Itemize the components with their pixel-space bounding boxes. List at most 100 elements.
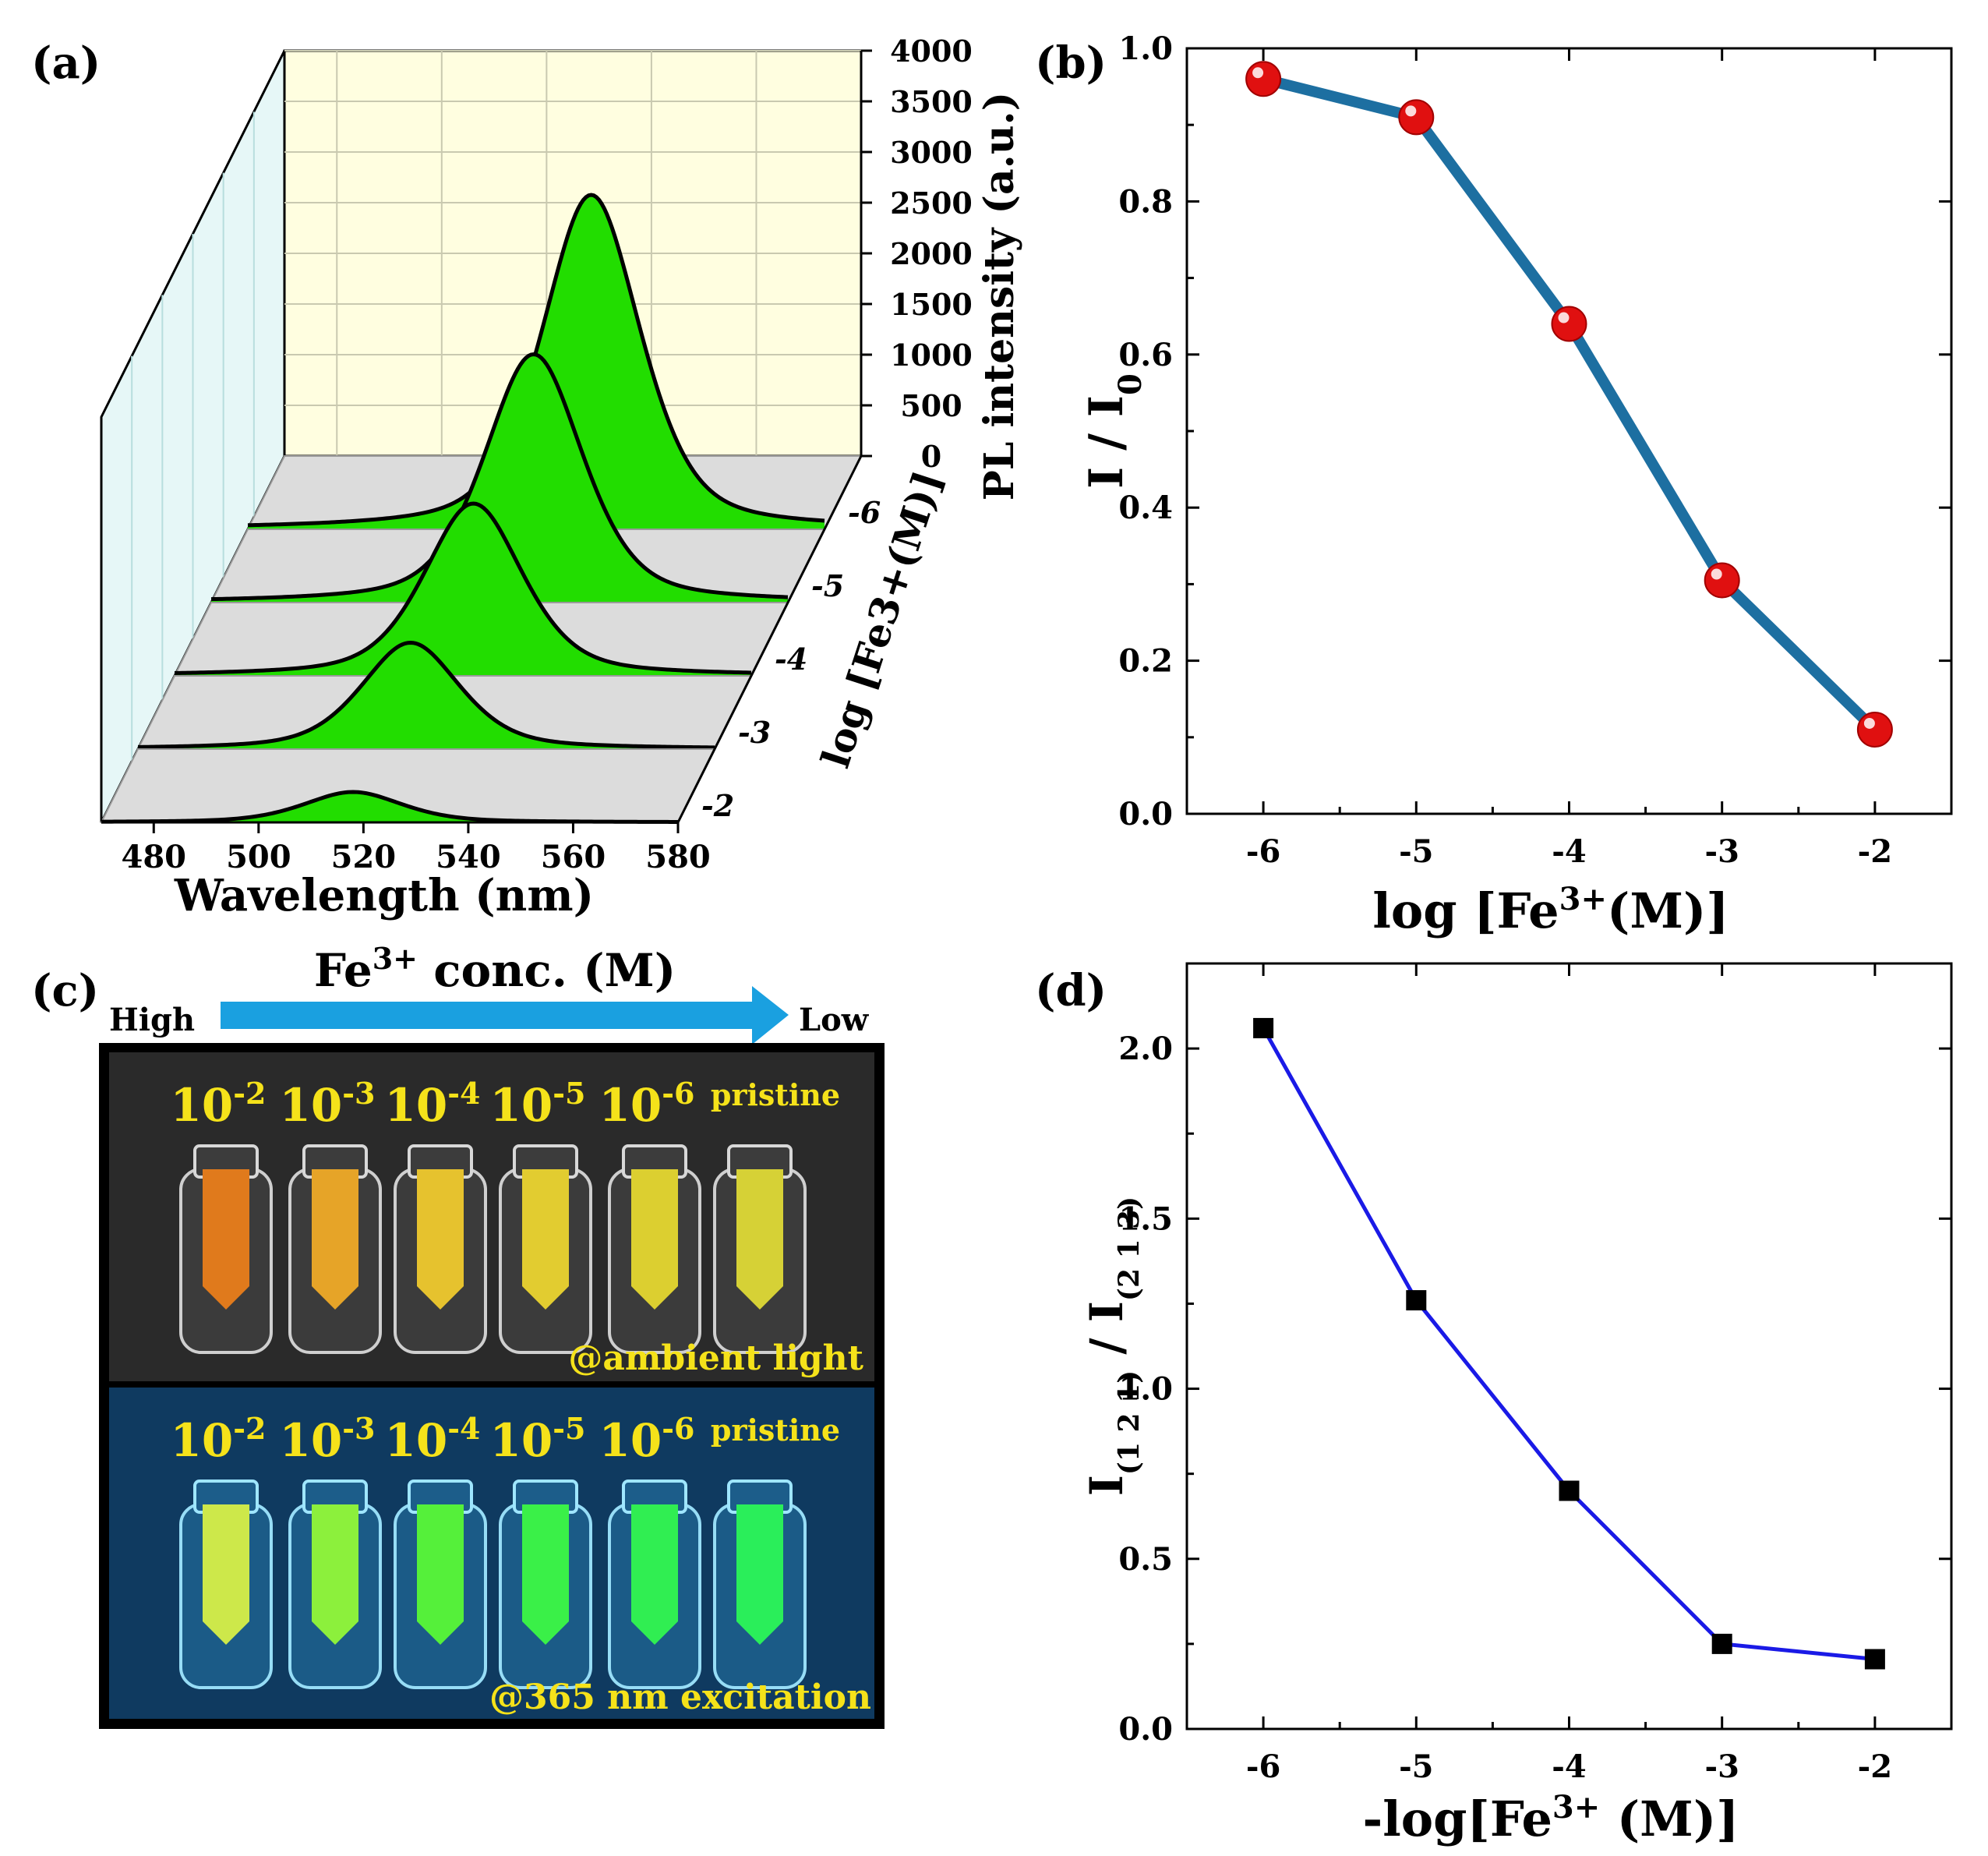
panel-d: (d) -6 -5 -4 -3 -2 0.0 0.5 1.0 1.5 2.0 I(1 2 1) /…	[1035, 962, 1953, 1848]
vial-liquid	[631, 1169, 678, 1310]
panel-label-b: (b)	[1035, 37, 1107, 89]
plot-frame-d	[1185, 962, 1953, 1730]
data-point	[1253, 1017, 1274, 1038]
panel-c: (c) High Low Fe3+ conc. (M) 10-2 10-3 10-4…	[31, 941, 885, 1729]
x-tick-label: -3	[1704, 1748, 1739, 1785]
x-tick-label: -6	[1246, 1748, 1280, 1785]
data-point	[1704, 562, 1740, 599]
x-tick-label: 500	[226, 839, 291, 875]
data-points-d	[1253, 1017, 1885, 1670]
spectrum-fill--3	[138, 642, 715, 749]
vial-liquid	[417, 1169, 464, 1310]
y-axis-label-d: I(1 2 1) / I(2 1 3)	[1080, 1197, 1146, 1496]
x-tick-label: 580	[645, 839, 711, 875]
x-tick-label: -5	[1399, 833, 1433, 870]
y-tick-label: 0.8	[1118, 183, 1173, 220]
panel-b: (b) -6 -5 -4 -3 -20.00.20.40.60.81.0 I / I0 …	[1035, 30, 1953, 939]
spectrum-curve--6	[247, 193, 825, 528]
vial-label-pristine: pristine	[711, 1077, 840, 1112]
vial-label-pristine: pristine	[711, 1412, 840, 1448]
vial-label: 10-4	[385, 1076, 481, 1133]
vial-label: 10-6	[599, 1411, 695, 1468]
z-tick-label: 3500	[890, 84, 973, 119]
x-tick-label: -5	[1399, 1748, 1433, 1785]
x-tick-label: -4	[1552, 833, 1586, 870]
spectrum-fill--2	[101, 792, 678, 822]
data-point-highlight	[1252, 67, 1264, 79]
uv-caption: @365 nm excitation	[489, 1677, 871, 1717]
concentration-arrow	[221, 986, 789, 1045]
spectrum-curve--3	[137, 640, 715, 750]
z-tick-label: 2000	[890, 236, 973, 271]
vial-liquid	[203, 1504, 249, 1645]
depth-tick-label: -5	[811, 568, 844, 603]
spectrum-fill--4	[175, 504, 751, 676]
y-tick-label: 1.0	[1118, 1371, 1173, 1408]
y-axis-label-a: PL intensity (a.u.)	[976, 92, 1023, 501]
z-tick-label: 0	[921, 439, 941, 474]
spectra-group	[100, 193, 863, 824]
x-tick-label: -6	[1246, 833, 1280, 870]
data-point-highlight	[1711, 568, 1722, 580]
concentration-title: Fe3+ conc. (M)	[314, 941, 676, 998]
z-tick-label: 2500	[890, 186, 973, 221]
depth-tick-label: -6	[848, 495, 881, 530]
x-tick-label: -2	[1858, 1748, 1892, 1785]
wavelength-axis: 480 500 520 540 560 580	[101, 821, 711, 875]
axes-b: -6 -5 -4 -3 -2 0.0 0.2 0.4 0.6 0.8 1.0	[1118, 30, 1951, 870]
x-tick-label: 540	[436, 839, 501, 875]
z-tick-label: 4000	[890, 34, 973, 69]
data-point	[1856, 711, 1893, 748]
y-tick-label: 0.0	[1118, 1711, 1173, 1748]
vial-label: 10-2	[171, 1076, 267, 1133]
vial-label: 10-3	[280, 1411, 376, 1468]
y-tick-label: 0.5	[1118, 1541, 1173, 1578]
y-tick-label: 0.6	[1118, 337, 1173, 373]
side-wall-grid	[131, 111, 255, 762]
data-points-b	[1245, 61, 1893, 748]
intensity-axis: 0 500 1000 1500 2000 2500 3000 3500 4000	[860, 34, 973, 474]
vial-label: 10-5	[490, 1411, 586, 1468]
spectrum-curve--4	[174, 501, 752, 675]
panel-label-c: (c)	[31, 965, 99, 1016]
series-line-b	[1262, 73, 1879, 734]
data-point	[1245, 61, 1282, 97]
vial-liquid	[312, 1504, 358, 1645]
vial-label: 10-6	[599, 1076, 695, 1133]
high-label: High	[109, 1002, 195, 1038]
data-point-highlight	[1558, 312, 1570, 323]
data-point	[1711, 1633, 1732, 1654]
y-tick-label: 1.0	[1118, 30, 1173, 67]
vial-label: 10-4	[385, 1411, 481, 1468]
data-point	[1559, 1480, 1580, 1501]
vial-label: 10-2	[171, 1411, 267, 1468]
y-tick-label: 0.2	[1118, 643, 1173, 680]
vial-liquid	[522, 1504, 569, 1645]
data-point	[1406, 1290, 1427, 1311]
data-point-highlight	[1405, 105, 1417, 117]
vial-liquid	[736, 1169, 783, 1310]
vial-liquid	[522, 1169, 569, 1310]
x-tick-label: -3	[1704, 833, 1739, 870]
data-point-highlight	[1863, 717, 1875, 729]
vial-label: 10-3	[280, 1076, 376, 1133]
depth-axis-line	[676, 455, 863, 823]
low-label: Low	[799, 1002, 870, 1038]
vial-liquid	[203, 1169, 249, 1310]
y-tick-label: 2.0	[1118, 1031, 1173, 1067]
y-tick-label: 0.4	[1118, 490, 1173, 526]
x-axis-label-a: Wavelength (nm)	[174, 870, 594, 921]
panel-label-d: (d)	[1035, 965, 1107, 1016]
depth-tick-label: -3	[738, 715, 771, 750]
z-tick-label: 1000	[890, 338, 973, 373]
depth-tick-label: -2	[701, 788, 734, 823]
data-point	[1864, 1649, 1885, 1670]
y-tick-label: 0.0	[1118, 796, 1173, 833]
panel-label-a: (a)	[31, 37, 101, 89]
vial-liquid	[417, 1504, 464, 1645]
x-axis-label-d: -log[Fe3+ (M)]	[1363, 1789, 1739, 1848]
vial-label: 10-5	[490, 1076, 586, 1133]
concentration-axis: -6 -5 -4 -3 -2	[676, 455, 881, 823]
